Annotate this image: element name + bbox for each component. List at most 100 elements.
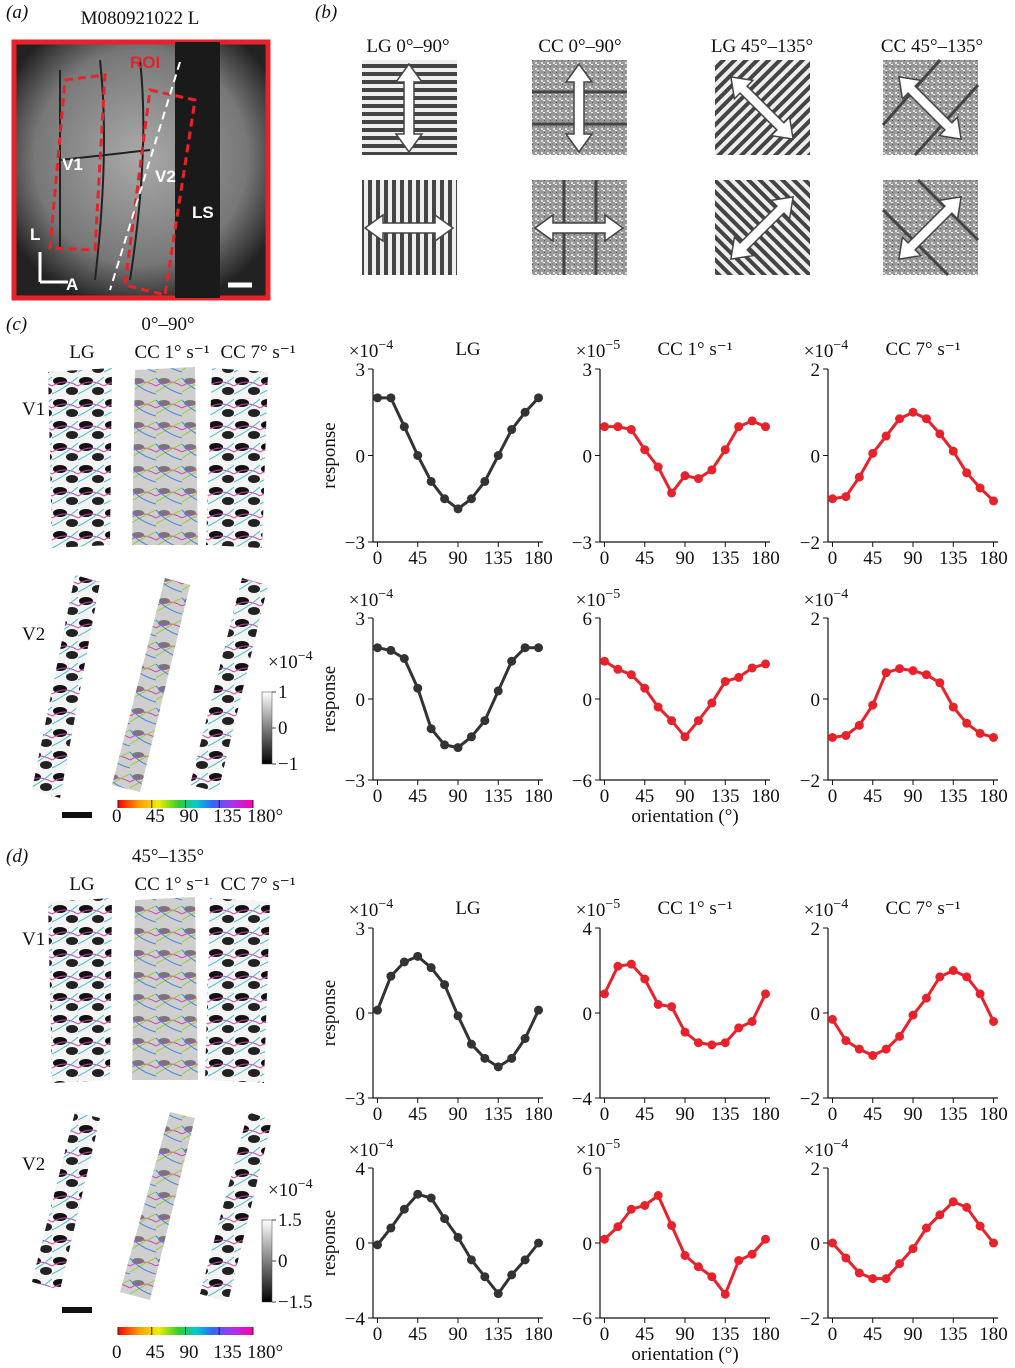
data-point xyxy=(975,728,985,738)
chart: 2 0 −2 0 45 90 135 180 ×10−4 xyxy=(800,1137,1008,1345)
y-multiplier: ×10−5 xyxy=(576,338,621,362)
data-point xyxy=(707,1272,717,1282)
data-point xyxy=(426,476,436,486)
x-tick-label: 0 xyxy=(600,1104,610,1125)
data-point xyxy=(868,700,878,710)
data-point xyxy=(948,1197,958,1207)
data-point xyxy=(653,462,663,472)
colorbar-tick-label: −1 xyxy=(278,754,298,775)
data-point xyxy=(667,716,677,726)
x-tick-label: 45 xyxy=(408,548,427,569)
x-tick-label: 180 xyxy=(751,1324,780,1345)
colorbar-tick-label: 90 xyxy=(180,1342,199,1363)
series-line xyxy=(377,396,540,511)
y-tick-label: 0 xyxy=(583,447,593,468)
data-point xyxy=(734,1256,744,1265)
x-tick-label: 45 xyxy=(408,1324,427,1345)
data-point xyxy=(613,422,623,432)
data-point xyxy=(827,494,837,504)
y-multiplier: ×10−4 xyxy=(349,1137,394,1161)
y-tick-label: −4 xyxy=(345,1309,366,1330)
x-tick-label: 135 xyxy=(939,1104,968,1125)
y-tick-label: 4 xyxy=(583,919,593,940)
data-point xyxy=(854,472,864,482)
data-point xyxy=(440,740,450,750)
y-axis-label: response xyxy=(319,666,340,732)
multiplier-exponent: −5 xyxy=(605,897,620,912)
y-multiplier: ×10−4 xyxy=(804,338,849,362)
x-tick-label: 45 xyxy=(635,548,654,569)
data-point xyxy=(989,1238,999,1248)
data-point xyxy=(640,445,650,455)
chart-title: LG xyxy=(455,339,481,360)
data-point xyxy=(626,425,636,435)
data-point xyxy=(881,431,891,441)
y-tick-label: 2 xyxy=(811,1159,821,1180)
data-point xyxy=(640,974,650,984)
data-point xyxy=(399,422,409,432)
y-tick-label: −3 xyxy=(572,533,592,554)
data-point xyxy=(841,730,851,740)
data-point xyxy=(921,993,931,1003)
data-point xyxy=(507,425,517,435)
y-axis-label: response xyxy=(319,1210,340,1276)
y-axis-label: response xyxy=(319,422,340,488)
chart: 2 0 −2 0 45 90 135 180 ×10−4 CC 7° s⁻¹ xyxy=(800,338,1008,569)
multiplier-base: ×10 xyxy=(349,1140,379,1161)
data-point xyxy=(480,1053,490,1063)
x-tick-label: 0 xyxy=(828,786,838,807)
x-axis-label: orientation (°) xyxy=(631,1344,738,1365)
y-tick-label: 3 xyxy=(356,609,366,630)
colorbar-tick-label: 135 xyxy=(213,1342,242,1363)
data-point xyxy=(854,1044,864,1054)
multiplier-base: ×10 xyxy=(804,900,834,921)
data-point xyxy=(534,393,544,403)
data-point xyxy=(480,1272,490,1282)
y-multiplier: ×10−5 xyxy=(576,1137,621,1161)
data-point xyxy=(747,1249,757,1259)
data-point xyxy=(827,1238,837,1248)
data-point xyxy=(640,1201,650,1210)
x-tick-label: 135 xyxy=(939,1324,968,1345)
colorbar-tick-label: 1.5 xyxy=(278,1210,302,1231)
data-point xyxy=(413,683,423,693)
data-point xyxy=(667,1002,677,1012)
x-tick-label: 135 xyxy=(484,1104,513,1125)
y-tick-label: 6 xyxy=(583,1159,593,1180)
panel-title: M080921022 L xyxy=(81,8,200,29)
data-point xyxy=(386,1223,396,1233)
multiplier-exponent: −5 xyxy=(605,1137,620,1152)
map-column: CC 1° s⁻¹ xyxy=(134,342,209,363)
colorbar-tick-label: 180° xyxy=(247,806,283,827)
data-point xyxy=(854,1268,864,1278)
data-point xyxy=(908,1244,918,1254)
x-tick-label: 0 xyxy=(373,548,383,569)
y-multiplier: ×10−5 xyxy=(576,897,621,921)
data-point xyxy=(962,718,972,728)
data-point xyxy=(841,1036,851,1046)
data-point xyxy=(507,1053,517,1063)
data-point xyxy=(868,448,878,458)
data-point xyxy=(626,670,636,680)
data-point xyxy=(707,1040,717,1050)
y-multiplier: ×10−4 xyxy=(804,897,849,921)
panel-label: (d) xyxy=(6,846,28,867)
data-point xyxy=(761,1234,771,1244)
data-point xyxy=(599,422,609,432)
y-tick-label: 0 xyxy=(583,1234,593,1255)
roi-v1 xyxy=(48,73,107,252)
x-tick-label: 0 xyxy=(600,1324,610,1345)
y-tick-label: −4 xyxy=(572,1089,593,1110)
data-point xyxy=(372,393,382,403)
y-multiplier: ×10−4 xyxy=(349,897,394,921)
y-tick-label: −2 xyxy=(800,533,820,554)
data-point xyxy=(693,1262,703,1272)
x-tick-label: 180 xyxy=(751,786,780,807)
stimulus-title: LG 45°–135° xyxy=(711,36,813,57)
scale-base: ×10 xyxy=(268,1180,298,1201)
y-tick-label: 0 xyxy=(811,1004,821,1025)
chart: 2 0 −2 0 45 90 135 180 ×10−4 xyxy=(800,587,1008,807)
data-point xyxy=(440,980,450,990)
data-point xyxy=(747,416,757,426)
data-point xyxy=(747,1017,757,1026)
